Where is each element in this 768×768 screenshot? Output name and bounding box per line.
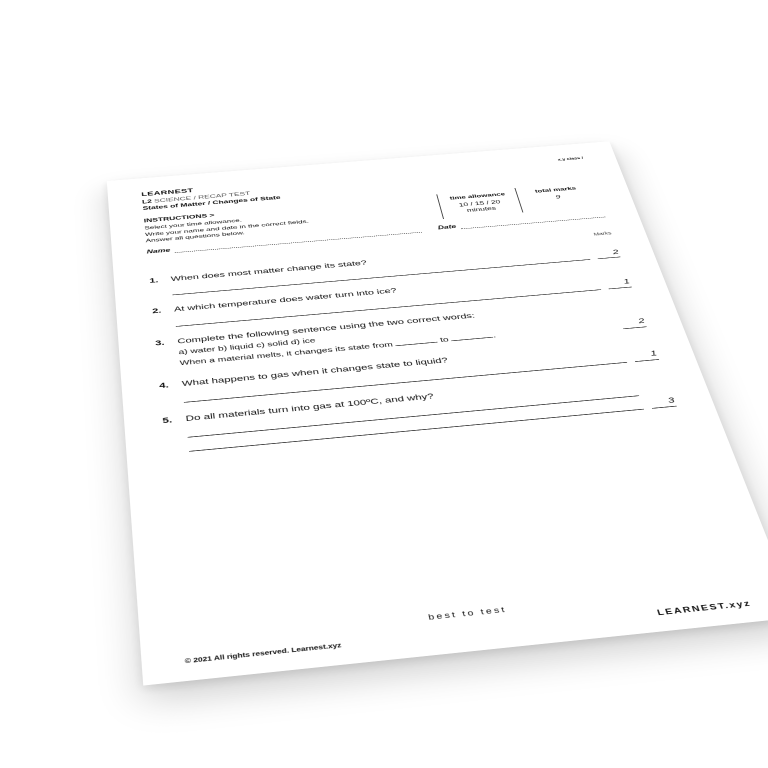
question-marks: 2: [595, 248, 621, 259]
total-marks-box: total marks 9: [514, 182, 601, 213]
question-number: 3.: [155, 338, 180, 370]
question-marks: 1: [606, 278, 632, 289]
fill-blank[interactable]: [395, 337, 438, 346]
name-label: Name: [146, 247, 170, 255]
worksheet-page: LEARNEST L2 SCIENCE / RECAP TEST States …: [107, 141, 768, 685]
time-allowance-box: time allowance 10 / 15 / 20 minutes: [436, 188, 522, 219]
question-number: 2.: [152, 306, 176, 328]
fill-blank[interactable]: [450, 332, 493, 341]
level: L2: [142, 198, 152, 204]
site-url: LEARNEST.xyz: [656, 599, 753, 618]
question-marks: 1: [631, 349, 659, 361]
class-number: x.y class /: [557, 157, 589, 178]
question-marks: 2: [620, 317, 647, 329]
fill-post: .: [492, 332, 497, 339]
date-label: Date: [437, 223, 457, 231]
copyright: © 2021 All rights reserved. Learnest.xyz: [185, 643, 343, 667]
question-number: 1.: [149, 276, 173, 298]
questions-area: Marks 1. When does most matter change it…: [148, 231, 676, 454]
question-number: 4.: [159, 380, 184, 404]
question-marks: 3: [648, 396, 676, 409]
